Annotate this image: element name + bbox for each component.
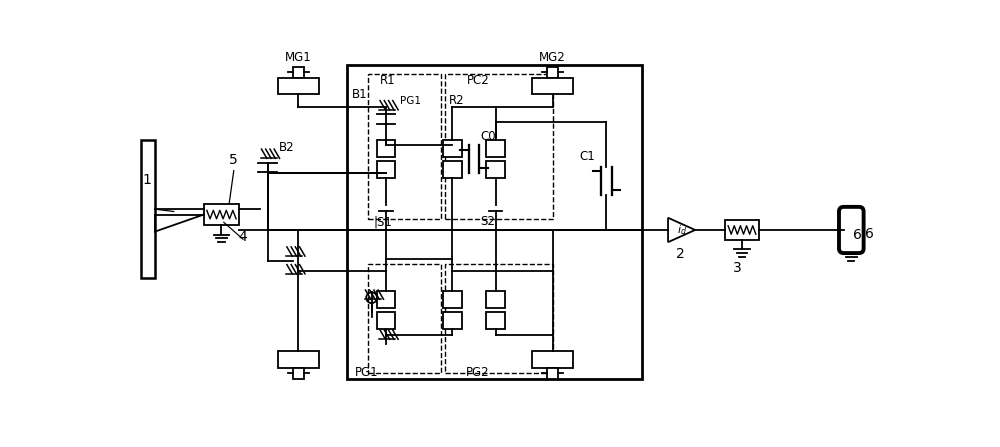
Text: MG2: MG2: [539, 51, 566, 64]
Text: PG2: PG2: [466, 366, 490, 379]
Bar: [278, 351, 319, 368]
Bar: [377, 161, 395, 178]
Bar: [486, 312, 505, 329]
Text: |S1: |S1: [374, 215, 393, 228]
Text: C1: C1: [579, 150, 595, 163]
Bar: [347, 65, 642, 379]
Text: 2: 2: [676, 247, 685, 261]
Bar: [293, 368, 304, 379]
Bar: [443, 312, 462, 329]
Text: B2: B2: [279, 141, 295, 154]
Bar: [445, 264, 553, 373]
Bar: [377, 140, 395, 157]
Bar: [293, 67, 304, 77]
Text: 6: 6: [865, 227, 874, 240]
Bar: [443, 140, 462, 157]
Bar: [486, 161, 505, 178]
Bar: [532, 351, 573, 368]
Text: R2: R2: [449, 94, 465, 107]
Bar: [278, 77, 319, 94]
Bar: [547, 67, 558, 77]
Bar: [368, 75, 441, 219]
Bar: [443, 291, 462, 308]
Text: MG1: MG1: [285, 51, 312, 64]
Text: 5: 5: [229, 153, 238, 167]
Text: PC2: PC2: [466, 74, 489, 87]
Text: C0: C0: [480, 130, 496, 143]
FancyBboxPatch shape: [839, 207, 864, 253]
Bar: [141, 140, 155, 278]
Text: B1: B1: [352, 88, 368, 101]
Bar: [486, 291, 505, 308]
Text: 1: 1: [142, 173, 151, 187]
Bar: [377, 312, 395, 329]
Text: PG1: PG1: [354, 366, 378, 379]
Text: S2: S2: [480, 215, 495, 228]
Bar: [204, 204, 239, 225]
Bar: [445, 75, 553, 219]
Bar: [368, 264, 441, 373]
Text: PG1: PG1: [400, 96, 421, 105]
Text: 3: 3: [733, 261, 742, 274]
Bar: [725, 219, 759, 240]
Bar: [486, 140, 505, 157]
Bar: [443, 161, 462, 178]
Text: 6: 6: [853, 228, 862, 242]
Bar: [532, 77, 573, 94]
Text: $i_d$: $i_d$: [677, 223, 687, 237]
Text: 4: 4: [239, 230, 247, 244]
Bar: [547, 368, 558, 379]
Bar: [377, 291, 395, 308]
Text: R1: R1: [380, 74, 396, 87]
